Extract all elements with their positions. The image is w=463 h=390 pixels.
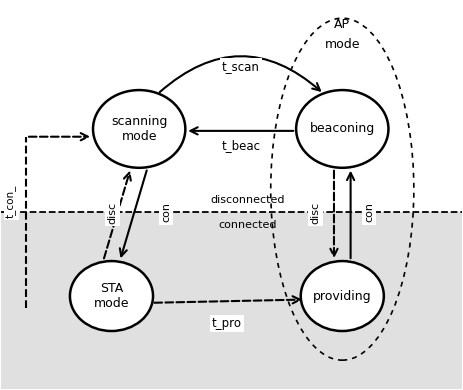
Text: beaconing: beaconing: [310, 122, 375, 135]
Text: connected: connected: [219, 220, 277, 230]
Text: disc: disc: [311, 201, 320, 223]
Bar: [0, 213, 463, 389]
Circle shape: [93, 90, 185, 168]
FancyArrowPatch shape: [190, 127, 294, 135]
FancyArrowPatch shape: [104, 173, 131, 259]
FancyArrowPatch shape: [120, 170, 147, 256]
Text: t_con_: t_con_: [6, 184, 17, 218]
FancyArrowPatch shape: [144, 296, 300, 303]
Text: t_scan: t_scan: [222, 60, 260, 73]
Text: t_beac: t_beac: [221, 139, 260, 152]
Circle shape: [301, 261, 384, 331]
Text: con: con: [161, 202, 171, 222]
Text: t_pro: t_pro: [212, 317, 242, 330]
FancyArrowPatch shape: [347, 173, 354, 258]
Circle shape: [296, 90, 388, 168]
Text: STA
mode: STA mode: [94, 282, 129, 310]
Text: providing: providing: [313, 289, 372, 303]
FancyArrowPatch shape: [331, 170, 338, 256]
Text: scanning
mode: scanning mode: [111, 115, 167, 143]
Text: con: con: [364, 202, 374, 222]
Text: mode: mode: [325, 37, 360, 51]
Text: disconnected: disconnected: [210, 195, 285, 205]
FancyArrowPatch shape: [160, 56, 320, 92]
Text: AP: AP: [334, 18, 350, 31]
Circle shape: [70, 261, 153, 331]
Text: disc: disc: [107, 201, 118, 223]
Bar: [0, 1, 463, 213]
FancyArrowPatch shape: [29, 133, 88, 140]
